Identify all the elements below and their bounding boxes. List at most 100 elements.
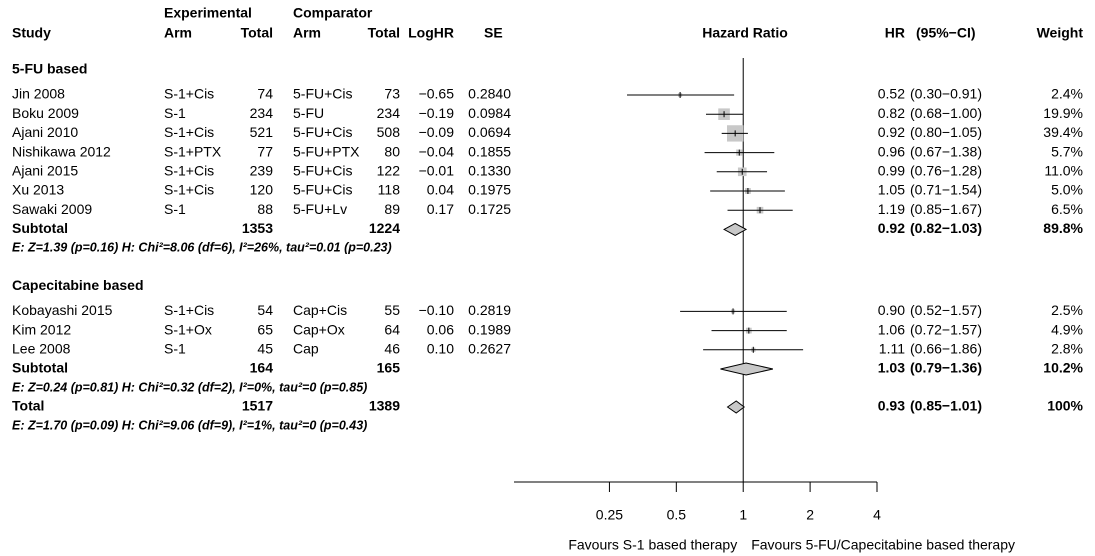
summary-comp-total: 165 bbox=[377, 360, 401, 376]
summary-weight: 10.2% bbox=[1043, 360, 1083, 376]
study-name: Boku 2009 bbox=[12, 105, 79, 121]
exp-total: 88 bbox=[257, 201, 273, 217]
se: 0.1725 bbox=[468, 201, 511, 217]
header: Experimental bbox=[164, 5, 252, 21]
hr: 1.11 bbox=[879, 341, 905, 357]
comp-total: 89 bbox=[384, 201, 400, 217]
exp-arm: S-1+Cis bbox=[164, 86, 214, 102]
exp-arm: S-1 bbox=[164, 105, 186, 121]
loghr: −0.04 bbox=[419, 143, 455, 159]
favours-left: Favours S-1 based therapy bbox=[568, 537, 737, 553]
comp-arm: Cap bbox=[293, 341, 319, 357]
weight: 5.7% bbox=[1051, 143, 1083, 159]
exp-arm: S-1+Cis bbox=[164, 302, 214, 318]
ci: (0.71−1.54) bbox=[910, 182, 982, 198]
hr: 0.82 bbox=[878, 105, 905, 121]
summary-hr: 0.93 bbox=[878, 398, 905, 414]
se: 0.0694 bbox=[468, 124, 511, 140]
comp-total: 508 bbox=[377, 124, 401, 140]
summary-ci: (0.82−1.03) bbox=[910, 220, 982, 236]
comp-total: 118 bbox=[378, 182, 401, 198]
se: 0.1975 bbox=[468, 182, 511, 198]
comp-total: 55 bbox=[384, 302, 400, 318]
exp-total: 54 bbox=[257, 302, 273, 318]
header: Hazard Ratio bbox=[702, 25, 788, 41]
study-name: Ajani 2010 bbox=[12, 124, 78, 140]
summary-hr: 1.03 bbox=[878, 360, 905, 376]
comp-arm: Cap+Cis bbox=[293, 302, 347, 318]
weight: 2.5% bbox=[1051, 302, 1083, 318]
comp-total: 122 bbox=[377, 163, 401, 179]
exp-total: 234 bbox=[250, 105, 274, 121]
comp-arm: 5-FU+Lv bbox=[293, 201, 347, 217]
study-name: Kobayashi 2015 bbox=[12, 302, 113, 318]
exp-total: 45 bbox=[257, 341, 273, 357]
header: LogHR bbox=[408, 25, 454, 41]
study-name: Lee 2008 bbox=[12, 341, 71, 357]
exp-total: 120 bbox=[250, 182, 274, 198]
weight: 2.4% bbox=[1051, 86, 1083, 102]
x-tick-label: 1 bbox=[739, 507, 747, 523]
heterogeneity: E: Z=0.24 (p=0.81) H: Chi²=0.32 (df=2), … bbox=[12, 380, 367, 394]
exp-total: 74 bbox=[257, 86, 273, 102]
summary-label: Subtotal bbox=[12, 220, 68, 236]
hr: 0.92 bbox=[878, 124, 905, 140]
se: 0.2819 bbox=[468, 302, 511, 318]
se: 0.1330 bbox=[468, 163, 511, 179]
loghr: −0.65 bbox=[419, 86, 455, 102]
ci: (0.80−1.05) bbox=[910, 124, 982, 140]
group-name: 5-FU based bbox=[12, 61, 87, 77]
exp-total: 239 bbox=[250, 163, 274, 179]
exp-total: 521 bbox=[250, 124, 274, 140]
header: Total bbox=[368, 25, 400, 41]
loghr: 0.10 bbox=[427, 341, 454, 357]
loghr: −0.01 bbox=[419, 163, 455, 179]
loghr: 0.17 bbox=[427, 201, 454, 217]
header: Total bbox=[241, 25, 273, 41]
summary-ci: (0.85−1.01) bbox=[910, 398, 982, 414]
header: Arm bbox=[164, 25, 192, 41]
ci: (0.85−1.67) bbox=[910, 201, 982, 217]
weight: 5.0% bbox=[1051, 182, 1083, 198]
comp-arm: 5-FU+Cis bbox=[293, 86, 353, 102]
summary-weight: 89.8% bbox=[1043, 220, 1083, 236]
summary-exp-total: 1353 bbox=[242, 220, 273, 236]
header: HR bbox=[885, 25, 905, 41]
ci: (0.72−1.57) bbox=[910, 321, 982, 337]
exp-total: 65 bbox=[257, 321, 273, 337]
comp-total: 64 bbox=[384, 321, 400, 337]
hr: 0.99 bbox=[878, 163, 905, 179]
ci: (0.68−1.00) bbox=[910, 105, 982, 121]
study-name: Kim 2012 bbox=[12, 321, 71, 337]
comp-arm: 5-FU+Cis bbox=[293, 124, 353, 140]
heterogeneity: E: Z=1.39 (p=0.16) H: Chi²=8.06 (df=6), … bbox=[12, 241, 392, 255]
exp-arm: S-1+Cis bbox=[164, 182, 214, 198]
summary-label: Total bbox=[12, 398, 44, 414]
loghr: 0.06 bbox=[427, 321, 454, 337]
summary-exp-total: 1517 bbox=[242, 398, 273, 414]
comp-arm: 5-FU bbox=[293, 105, 324, 121]
x-tick-label: 0.5 bbox=[667, 507, 687, 523]
se: 0.2627 bbox=[468, 341, 511, 357]
header: Study bbox=[12, 25, 51, 41]
loghr: 0.04 bbox=[427, 182, 454, 198]
hr: 1.05 bbox=[878, 182, 905, 198]
study-name: Jin 2008 bbox=[12, 86, 65, 102]
weight: 4.9% bbox=[1051, 321, 1083, 337]
loghr: −0.19 bbox=[419, 105, 455, 121]
header: (95%−CI) bbox=[916, 25, 976, 41]
exp-arm: S-1+PTX bbox=[164, 143, 222, 159]
weight: 39.4% bbox=[1043, 124, 1083, 140]
loghr: −0.09 bbox=[419, 124, 455, 140]
study-name: Ajani 2015 bbox=[12, 163, 78, 179]
weight: 11.0% bbox=[1044, 163, 1083, 179]
summary-ci: (0.79−1.36) bbox=[910, 360, 982, 376]
header: Arm bbox=[293, 25, 321, 41]
exp-arm: S-1 bbox=[164, 341, 186, 357]
comp-arm: 5-FU+Cis bbox=[293, 182, 353, 198]
loghr: −0.10 bbox=[419, 302, 455, 318]
x-tick-label: 0.25 bbox=[596, 507, 623, 523]
pooled-diamond bbox=[726, 400, 746, 414]
ci: (0.52−1.57) bbox=[910, 302, 982, 318]
